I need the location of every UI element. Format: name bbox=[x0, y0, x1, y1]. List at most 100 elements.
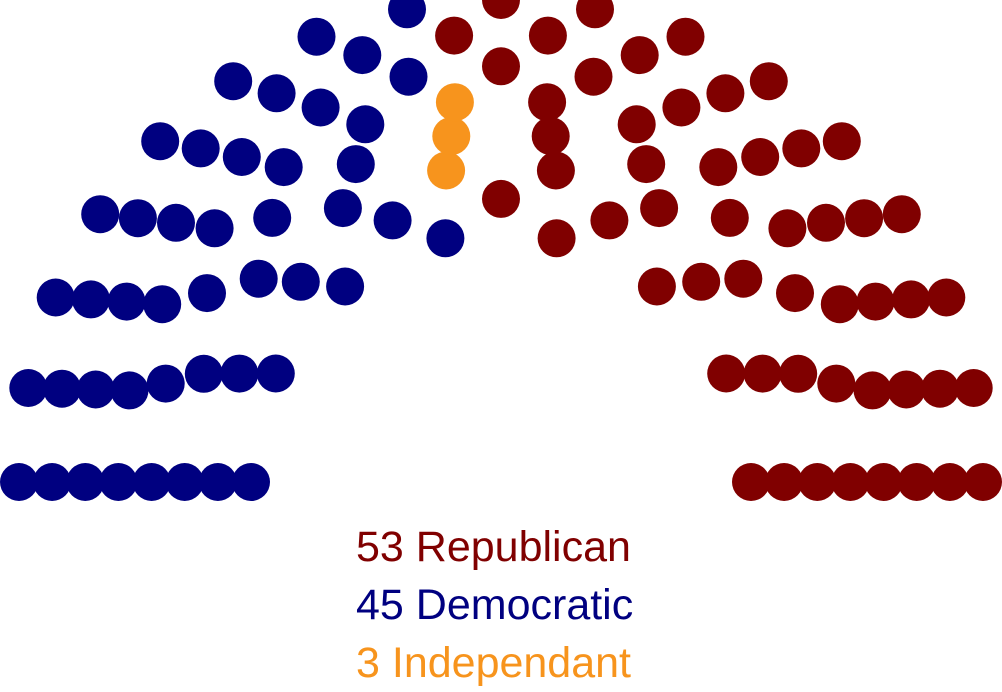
seat-dot bbox=[143, 285, 182, 324]
seat-dot bbox=[222, 138, 261, 176]
seat-dot bbox=[699, 148, 738, 187]
seat-dot bbox=[706, 74, 745, 113]
seat-dot bbox=[782, 129, 821, 168]
seat-dot bbox=[640, 189, 679, 228]
seat-dot bbox=[188, 274, 226, 313]
seat-dot bbox=[710, 198, 749, 237]
seat-dot bbox=[637, 267, 676, 306]
legend-independent-count: 3 bbox=[356, 639, 380, 687]
seat-dot bbox=[820, 285, 859, 324]
seat-dot bbox=[432, 117, 471, 156]
seat-dot bbox=[346, 105, 385, 144]
seat-dot bbox=[427, 151, 466, 190]
seat-dot bbox=[776, 274, 814, 313]
seat-dot bbox=[682, 262, 721, 301]
seat-dot bbox=[537, 219, 576, 258]
seat-dot bbox=[627, 145, 666, 184]
seat-dot bbox=[892, 280, 931, 319]
seat-dot bbox=[264, 148, 303, 187]
seat-dot bbox=[198, 463, 237, 501]
seat-dot bbox=[118, 199, 157, 238]
seat-dot bbox=[749, 62, 788, 101]
seat-dot bbox=[76, 370, 115, 409]
legend-democratic: 45 Democratic bbox=[356, 576, 633, 634]
seat-dot bbox=[81, 195, 120, 234]
seat-dot bbox=[807, 203, 845, 242]
seat-dot bbox=[141, 122, 180, 161]
seat-dot bbox=[765, 463, 804, 501]
seat-dot bbox=[666, 17, 705, 56]
seat-dot bbox=[897, 463, 936, 501]
seat-dot bbox=[195, 209, 234, 248]
seat-dot bbox=[326, 267, 365, 306]
seat-dot bbox=[165, 463, 204, 501]
seat-dot bbox=[927, 278, 966, 317]
seat-dot bbox=[297, 17, 336, 56]
seat-dot bbox=[426, 219, 465, 258]
seat-dot bbox=[253, 198, 292, 237]
seat-dot bbox=[281, 262, 320, 301]
seat-dot bbox=[528, 83, 567, 122]
seat-dot bbox=[9, 369, 48, 407]
seat-dot bbox=[853, 371, 892, 410]
legend-democratic-label: Democratic bbox=[415, 581, 634, 629]
seat-dot bbox=[99, 463, 138, 501]
seat-dot bbox=[887, 370, 926, 409]
seat-dot bbox=[107, 282, 146, 321]
seat-dot bbox=[864, 463, 903, 501]
legend-republican: 53 Republican bbox=[356, 518, 633, 576]
legend: 53 Republican 45 Democratic 3 Independan… bbox=[356, 518, 633, 692]
seat-dot bbox=[435, 83, 474, 122]
seat-dot bbox=[43, 369, 81, 408]
seat-dot bbox=[0, 463, 38, 501]
legend-independent: 3 Independant bbox=[356, 634, 633, 692]
seat-dot bbox=[71, 280, 110, 319]
seat-dot bbox=[184, 354, 223, 393]
seat-dot bbox=[798, 463, 837, 501]
seat-dot bbox=[435, 16, 474, 55]
legend-republican-label: Republican bbox=[415, 523, 631, 571]
seat-dot bbox=[576, 0, 614, 29]
seat-dot bbox=[482, 0, 520, 19]
seat-dot bbox=[768, 209, 807, 248]
seat-dot bbox=[528, 16, 567, 55]
seat-dot bbox=[845, 199, 884, 238]
seat-dot bbox=[662, 88, 701, 127]
seat-dot bbox=[741, 138, 780, 176]
seat-dot bbox=[574, 57, 613, 96]
seat-dot bbox=[779, 354, 818, 393]
seat-dot bbox=[882, 195, 921, 234]
seat-dot bbox=[482, 47, 520, 86]
seat-dot bbox=[930, 463, 969, 501]
seat-dot bbox=[707, 354, 746, 393]
seat-dot bbox=[220, 354, 259, 393]
legend-independent-label: Independant bbox=[391, 639, 631, 687]
seat-dot bbox=[954, 369, 993, 407]
seat-dot bbox=[36, 278, 75, 317]
seat-dot bbox=[856, 282, 895, 321]
seat-dot bbox=[146, 364, 185, 403]
seat-dot bbox=[232, 463, 270, 501]
seat-dot bbox=[157, 203, 195, 242]
seat-dot bbox=[536, 151, 575, 190]
seat-dot bbox=[482, 179, 520, 218]
seat-dot bbox=[66, 463, 105, 501]
seat-dot bbox=[132, 463, 171, 501]
seat-dot bbox=[388, 0, 426, 29]
seat-dot bbox=[110, 371, 149, 410]
seat-dot bbox=[323, 189, 362, 228]
legend-democratic-count: 45 bbox=[356, 581, 404, 629]
legend-republican-count: 53 bbox=[356, 523, 404, 571]
seat-dot bbox=[743, 354, 782, 393]
seat-dot bbox=[239, 259, 278, 298]
seat-dot bbox=[921, 369, 959, 408]
seat-dot bbox=[724, 259, 763, 298]
seat-dot bbox=[620, 36, 659, 75]
seat-dot bbox=[257, 74, 296, 113]
seat-dot bbox=[732, 463, 770, 501]
seat-dot bbox=[389, 57, 428, 96]
seat-dot bbox=[831, 463, 870, 501]
seat-dot bbox=[373, 201, 412, 240]
seat-dot bbox=[256, 354, 295, 393]
